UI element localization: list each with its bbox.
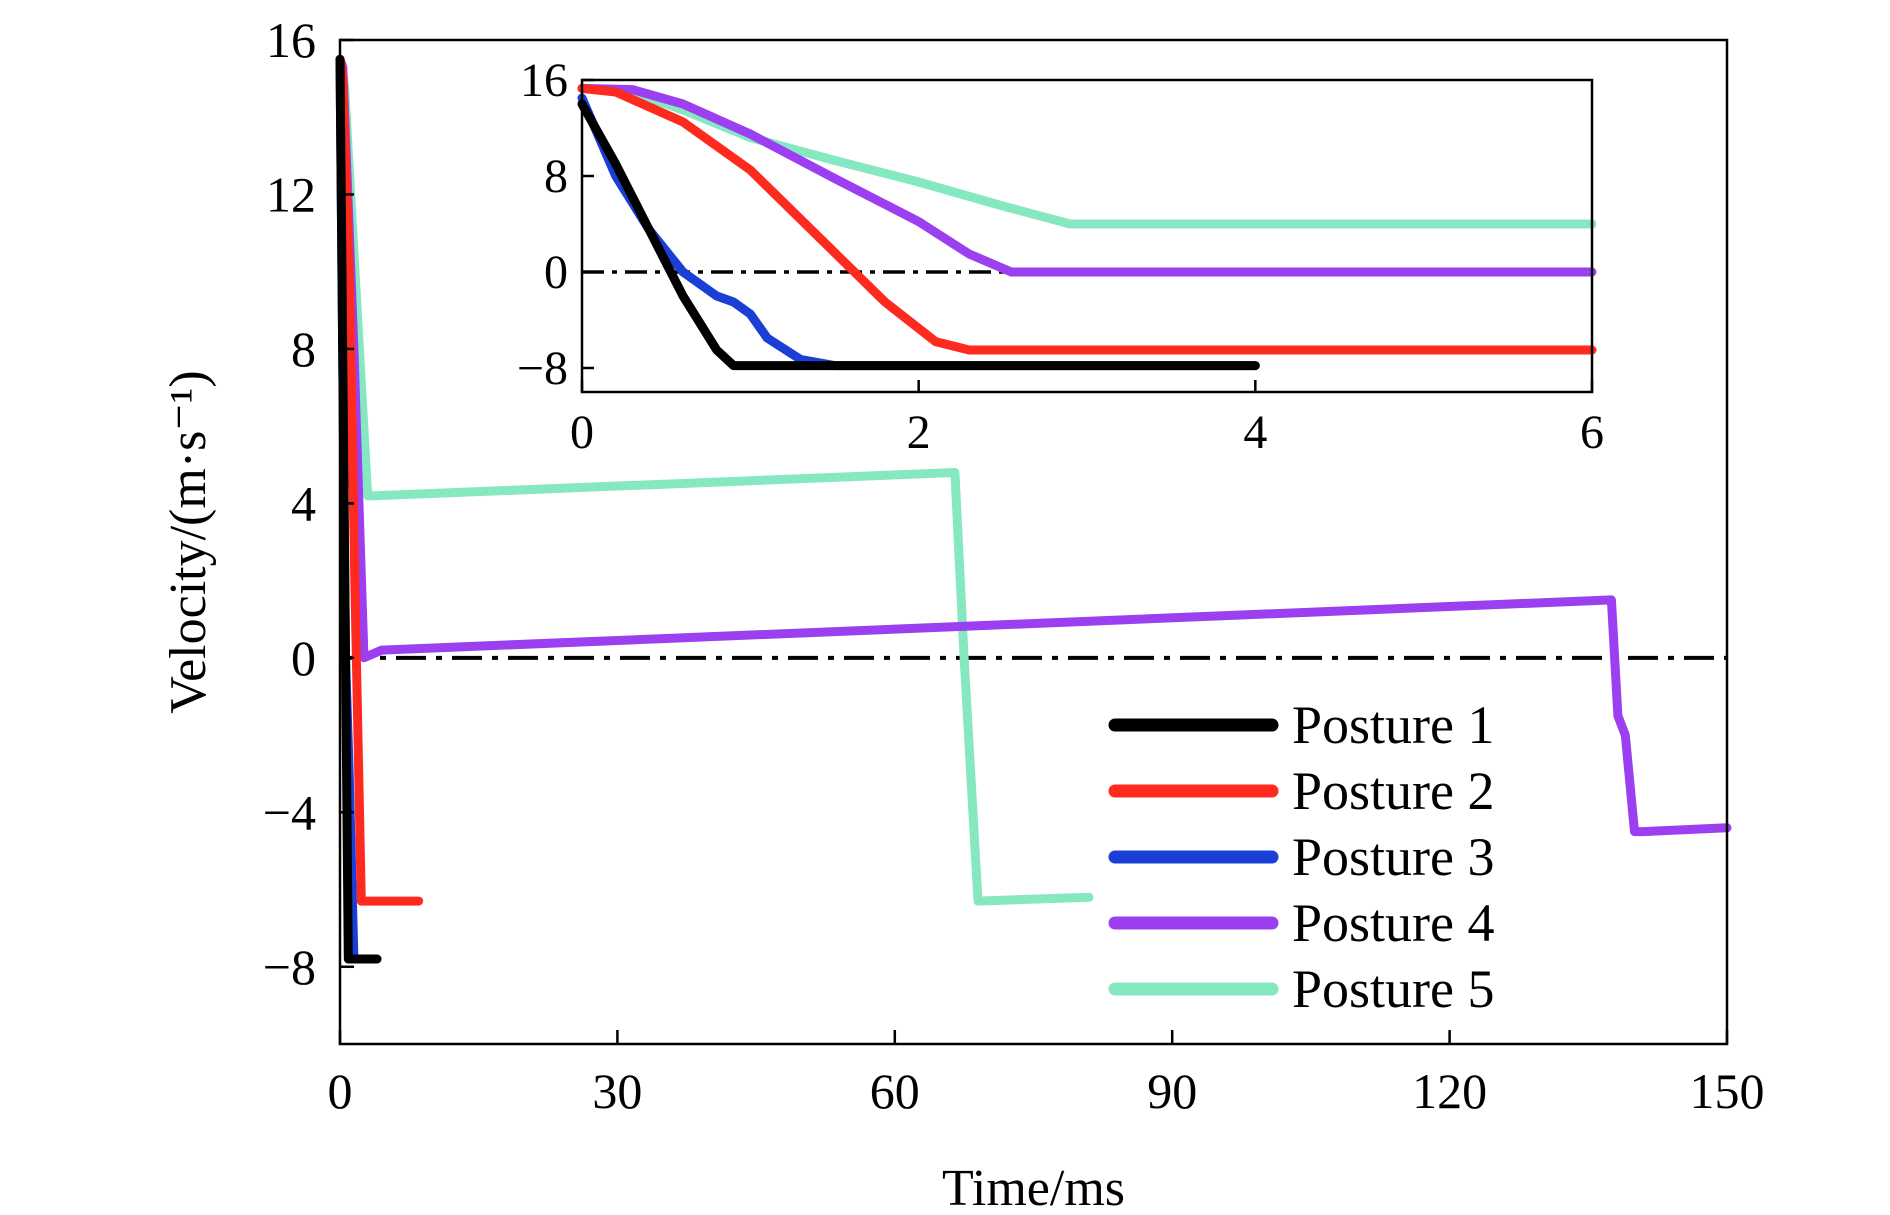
legend-label-posture-1: Posture 1 (1292, 695, 1495, 755)
main-x-tick-label: 90 (1147, 1063, 1197, 1119)
inset-series-posture-2 (577, 83, 1597, 355)
main-y-tick-label: 8 (291, 321, 316, 377)
main-x-tick-label: 150 (1690, 1063, 1765, 1119)
inset-x-tick-label: 4 (1243, 406, 1267, 459)
main-y-tick-label: −8 (263, 939, 316, 995)
inset-y-tick-label: 16 (520, 54, 568, 107)
inset-series-posture-4 (577, 83, 1597, 277)
inset-y-tick-label: −8 (517, 342, 568, 395)
inset-plot-frame (580, 78, 1594, 394)
main-x-tick-label: 60 (870, 1063, 920, 1119)
main-x-tick-label: 30 (592, 1063, 642, 1119)
inset-series-posture-1 (577, 99, 1260, 371)
inset-y-tick-label: 0 (544, 246, 568, 299)
main-y-tick-label: 12 (266, 166, 316, 222)
inset-x-tick-label: 6 (1580, 406, 1604, 459)
inset-x-tick-label: 2 (907, 406, 931, 459)
legend-label-posture-4: Posture 4 (1292, 893, 1495, 953)
legend-label-posture-3: Posture 3 (1292, 827, 1495, 887)
main-y-tick-label: −4 (263, 784, 316, 840)
main-series-posture-1 (335, 54, 382, 964)
main-x-tick-label: 0 (328, 1063, 353, 1119)
main-x-tick-label: 120 (1412, 1063, 1487, 1119)
main-y-tick-label: 16 (266, 12, 316, 68)
legend-label-posture-5: Posture 5 (1292, 959, 1495, 1019)
legend-label-posture-2: Posture 2 (1292, 761, 1495, 821)
main-plot-frame (338, 38, 1729, 1046)
inset-x-tick-label: 0 (570, 406, 594, 459)
main-y-tick-label: 4 (291, 475, 316, 531)
main-y-tick-label: 0 (291, 630, 316, 686)
y-axis-title: Velocity/(m·s⁻¹) (160, 370, 217, 713)
x-axis-title: Time/ms (942, 1160, 1125, 1215)
inset-y-tick-label: 8 (544, 150, 568, 203)
